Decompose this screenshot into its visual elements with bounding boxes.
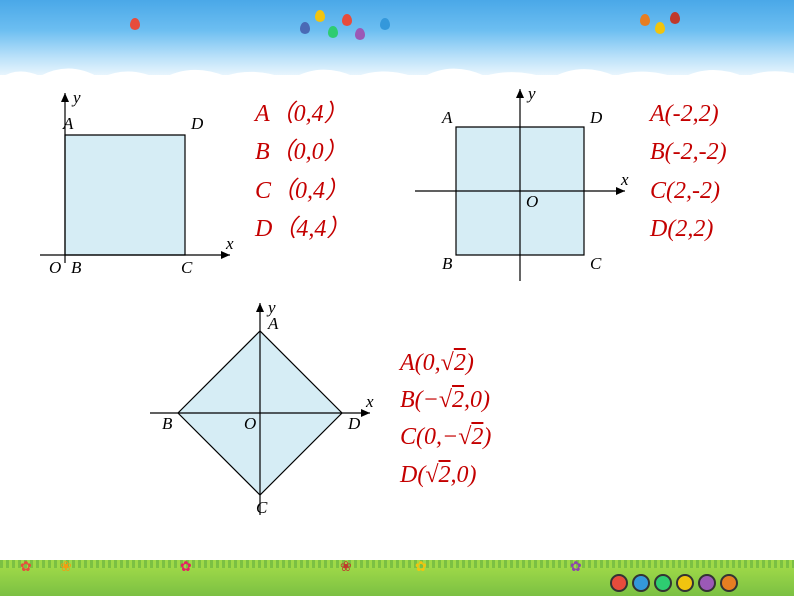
flower: ✿ bbox=[570, 559, 582, 576]
svg-text:y: y bbox=[71, 88, 81, 107]
svg-text:D: D bbox=[190, 114, 204, 133]
svg-text:A: A bbox=[441, 108, 453, 127]
svg-text:C: C bbox=[256, 498, 268, 517]
kid-icon bbox=[676, 574, 694, 592]
svg-text:O: O bbox=[244, 414, 256, 433]
balloon bbox=[315, 10, 325, 22]
flower: ❀ bbox=[60, 559, 72, 576]
coord-line: C（0,4） bbox=[255, 172, 350, 210]
svg-text:B: B bbox=[71, 258, 82, 277]
coord-line: B(−√2,0) bbox=[400, 382, 491, 419]
flower: ✿ bbox=[180, 559, 192, 576]
balloon bbox=[328, 26, 338, 38]
kids-decoration bbox=[609, 566, 739, 584]
balloon bbox=[300, 22, 310, 34]
coord-line: A（0,4） bbox=[255, 95, 350, 133]
svg-text:y: y bbox=[526, 84, 536, 103]
flower: ✿ bbox=[415, 559, 427, 576]
coord-line: A(0,√2) bbox=[400, 345, 491, 382]
diagram-1: x y O A D C B bbox=[20, 85, 240, 285]
svg-text:B: B bbox=[162, 414, 173, 433]
kid-icon bbox=[654, 574, 672, 592]
kid-icon bbox=[698, 574, 716, 592]
coords-list-2: A(-2,2)B(-2,-2)C(2,-2)D(2,2) bbox=[650, 95, 727, 249]
coord-line: D(√2,0) bbox=[400, 457, 491, 494]
coord-line: C(0,−√2) bbox=[400, 419, 491, 456]
svg-text:D: D bbox=[589, 108, 603, 127]
balloon bbox=[380, 18, 390, 30]
kid-icon bbox=[610, 574, 628, 592]
svg-text:O: O bbox=[526, 192, 538, 211]
svg-text:B: B bbox=[442, 254, 453, 273]
kid-icon bbox=[632, 574, 650, 592]
svg-text:A: A bbox=[267, 314, 279, 333]
svg-text:C: C bbox=[181, 258, 193, 277]
svg-text:C: C bbox=[590, 254, 602, 273]
balloon bbox=[670, 12, 680, 24]
svg-text:D: D bbox=[347, 414, 361, 433]
svg-text:A: A bbox=[62, 114, 74, 133]
balloon bbox=[640, 14, 650, 26]
coord-line: A(-2,2) bbox=[650, 95, 727, 133]
coord-line: D(2,2) bbox=[650, 210, 727, 248]
svg-text:x: x bbox=[365, 392, 374, 411]
balloon bbox=[655, 22, 665, 34]
cloud-edge bbox=[0, 58, 794, 88]
coord-line: D（4,4） bbox=[255, 210, 350, 248]
svg-text:O: O bbox=[49, 258, 61, 277]
balloon bbox=[355, 28, 365, 40]
flower: ❀ bbox=[340, 559, 352, 576]
diagram-3: xyOADCB bbox=[140, 295, 380, 525]
coord-line: B（0,0） bbox=[255, 133, 350, 171]
svg-text:x: x bbox=[225, 234, 234, 253]
coord-line: B(-2,-2) bbox=[650, 133, 727, 171]
flower: ✿ bbox=[20, 559, 32, 576]
coord-line: C(2,-2) bbox=[650, 172, 727, 210]
diagram-2: x y O A D C B bbox=[405, 81, 635, 291]
balloon bbox=[130, 18, 140, 30]
coords-list-1: A（0,4）B（0,0）C（0,4）D（4,4） bbox=[255, 95, 350, 249]
content-area: x y O A D C B A（0,4）B（0,0）C（0,4）D（4,4） x y O A D C B… bbox=[0, 85, 794, 565]
svg-text:x: x bbox=[620, 170, 629, 189]
balloon bbox=[342, 14, 352, 26]
coords-list-3: A(0,√2)B(−√2,0)C(0,−√2)D(√2,0) bbox=[400, 345, 491, 494]
kid-icon bbox=[720, 574, 738, 592]
